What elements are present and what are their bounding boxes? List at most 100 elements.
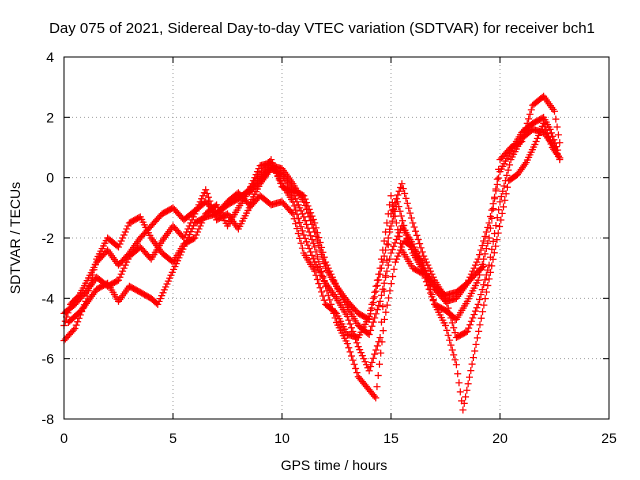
data-point: [313, 253, 321, 261]
data-point: [307, 232, 315, 240]
data-point: [300, 198, 308, 206]
data-point: [485, 275, 493, 283]
data-point: [466, 321, 474, 329]
data-point: [369, 354, 377, 362]
data-point: [311, 267, 319, 275]
data-point: [494, 229, 502, 237]
data-point: [506, 161, 514, 169]
data-point: [91, 260, 99, 268]
data-point: [395, 232, 403, 240]
data-point: [497, 216, 505, 224]
data-point: [356, 346, 364, 354]
data-point: [294, 229, 302, 237]
data-point: [376, 270, 384, 278]
data-point: [298, 244, 306, 252]
data-point: [394, 226, 402, 234]
data-point: [488, 214, 496, 222]
data-point: [379, 303, 387, 311]
data-point: [459, 406, 467, 414]
data-point: [525, 115, 533, 123]
y-tick-label: 2: [46, 109, 54, 125]
data-point: [372, 394, 380, 402]
data-point: [90, 266, 98, 274]
data-point: [273, 169, 281, 177]
data-point: [354, 343, 362, 351]
data-point: [397, 212, 405, 220]
data-point: [312, 271, 320, 279]
data-point: [490, 249, 498, 257]
data-point: [471, 261, 479, 269]
data-point: [532, 137, 540, 145]
data-point: [387, 280, 395, 288]
data-point: [72, 321, 80, 329]
data-point: [113, 277, 121, 285]
data-point: [393, 255, 401, 263]
data-point: [447, 341, 455, 349]
data-point: [399, 217, 407, 225]
data-point: [503, 183, 511, 191]
data-point: [382, 272, 390, 280]
data-point: [405, 204, 413, 212]
data-point: [412, 227, 420, 235]
data-point: [484, 281, 492, 289]
data-point: [475, 327, 483, 335]
data-point: [502, 190, 510, 198]
data-point: [387, 192, 395, 200]
data-point: [428, 291, 436, 299]
data-point: [345, 344, 353, 352]
data-point: [383, 240, 391, 248]
data-point: [522, 124, 530, 132]
data-point: [556, 139, 564, 147]
data-point: [323, 287, 331, 295]
data-point: [120, 264, 128, 272]
data-point: [309, 255, 317, 263]
x-axis-label: GPS time / hours: [281, 457, 388, 473]
data-point: [427, 267, 435, 275]
data-point: [367, 310, 375, 318]
data-point: [360, 355, 368, 363]
data-point: [346, 320, 354, 328]
data-point: [495, 206, 503, 214]
data-point: [382, 246, 390, 254]
data-point: [362, 361, 370, 369]
data-point: [410, 223, 418, 231]
data-point: [316, 284, 324, 292]
data-point: [308, 251, 316, 259]
data-point: [343, 312, 351, 320]
data-point: [444, 331, 452, 339]
data-point: [555, 152, 563, 160]
data-point: [552, 115, 560, 123]
data-point: [364, 315, 372, 323]
axis-ticks: 0 5 10 15 20 25 -8 -6 -4 -2 0 2 4: [42, 49, 617, 446]
data-point: [391, 258, 399, 266]
data-point: [372, 287, 380, 295]
data-point: [465, 324, 473, 332]
data-point: [331, 314, 339, 322]
data-point: [290, 192, 298, 200]
data-point: [443, 299, 451, 307]
data-point: [327, 300, 335, 308]
data-point: [305, 245, 313, 253]
data-point: [398, 243, 406, 251]
data-point: [358, 352, 366, 360]
data-point: [462, 393, 470, 401]
data-point: [454, 370, 462, 378]
data-point: [482, 228, 490, 236]
data-point: [367, 326, 375, 334]
data-point: [294, 201, 302, 209]
data-point: [319, 272, 327, 280]
data-point: [380, 252, 388, 260]
data-point: [373, 342, 381, 350]
data-point: [380, 315, 388, 323]
data-point: [395, 187, 403, 195]
data-point: [116, 240, 124, 248]
y-tick-label: -4: [42, 290, 55, 306]
data-point: [481, 232, 489, 240]
data-point: [121, 261, 129, 269]
data-point: [427, 286, 435, 294]
data-point: [288, 188, 296, 196]
data-point: [296, 234, 304, 242]
data-point: [380, 279, 388, 287]
data-point: [469, 314, 477, 322]
data-point: [373, 383, 381, 391]
